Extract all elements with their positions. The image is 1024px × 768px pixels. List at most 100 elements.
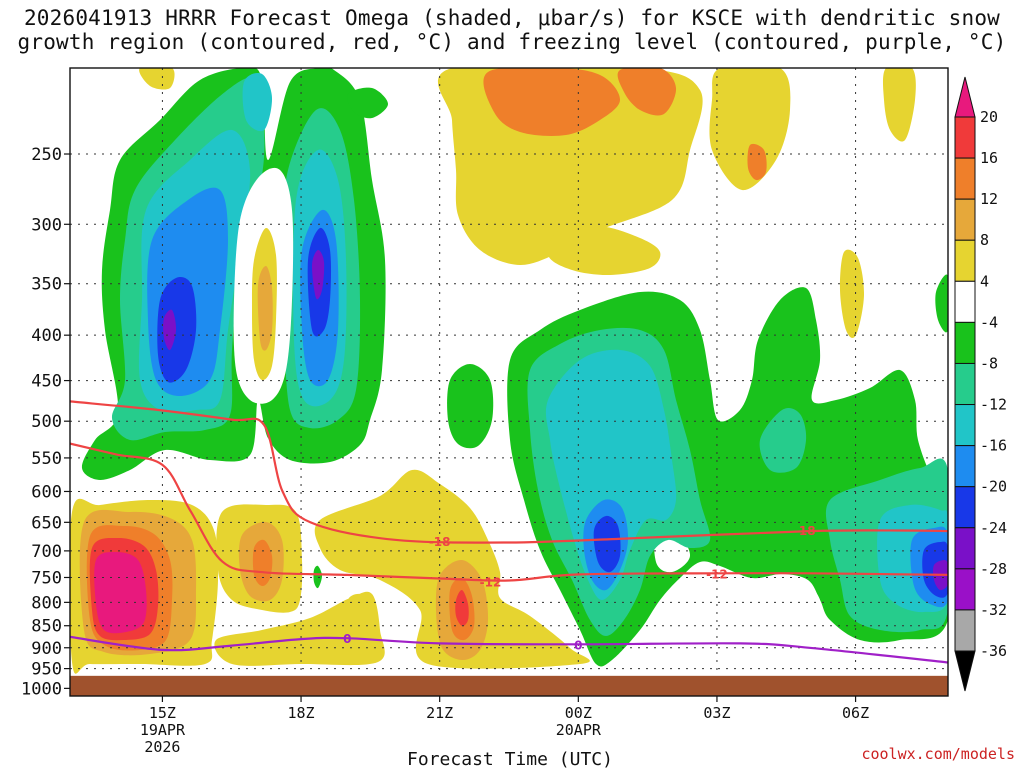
omega-region-pur — [163, 309, 177, 351]
colorbar-tick-label: 8 — [980, 231, 989, 249]
omega-region-org — [252, 539, 273, 587]
y-tick-label: 250 — [31, 145, 62, 165]
contour-label: -12 — [480, 576, 502, 590]
omega-region-blu — [593, 515, 621, 573]
colorbar-tick-label: -4 — [980, 313, 998, 331]
y-tick-label: 300 — [31, 215, 62, 235]
y-tick-label: 950 — [31, 660, 62, 680]
x-tick-year: 2026 — [144, 738, 180, 756]
y-tick-label: 600 — [31, 482, 62, 502]
colorbar-segment — [954, 404, 976, 447]
colorbar-segment — [954, 445, 976, 488]
contour-label: -12 — [706, 567, 728, 581]
colorbar-segment — [954, 280, 976, 323]
colorbar-segment — [954, 321, 976, 364]
x-tick-date: 20APR — [556, 721, 602, 739]
omega-region-pur — [311, 249, 325, 300]
omega-region-yel — [709, 68, 791, 191]
colorbar-segment — [954, 527, 976, 570]
colorbar-bottom-arrow — [954, 650, 976, 692]
colorbar-segment — [954, 198, 976, 241]
colorbar-tick-label: -28 — [980, 560, 1007, 578]
omega-region-yel — [839, 249, 865, 338]
x-tick-date: 19APR — [140, 721, 186, 739]
y-tick-label: 700 — [31, 542, 62, 562]
contour-line-minus12 — [70, 442, 948, 582]
omega-region-white — [762, 576, 821, 619]
omega-region-yel — [882, 68, 916, 142]
y-tick-label: 500 — [31, 412, 62, 432]
colorbar-segment — [954, 239, 976, 282]
omega-region-grn — [313, 565, 322, 589]
colorbar-tick-label: -36 — [980, 642, 1007, 660]
colorbar-tick-label: -12 — [980, 396, 1007, 414]
omega-region-grn — [347, 87, 388, 119]
omega-region-org — [483, 68, 621, 136]
omega-region-grn — [447, 364, 494, 449]
colorbar-tick-label: -20 — [980, 478, 1007, 496]
y-tick-label: 550 — [31, 449, 62, 469]
chart-title: 2026041913 HRRR Forecast Omega (shaded, … — [0, 6, 1024, 54]
omega-region-yel — [347, 593, 373, 623]
y-tick-label: 400 — [31, 326, 62, 346]
y-tick-label: 650 — [31, 513, 62, 533]
contour-line-minus18 — [70, 400, 948, 544]
contour-label: -18 — [429, 535, 451, 549]
omega-region-org — [617, 68, 677, 116]
colorbar-tick-label: 4 — [980, 272, 989, 290]
omega-shading — [70, 68, 948, 674]
credit-text: coolwx.com/models — [861, 745, 1015, 763]
colorbar-tick-label: -8 — [980, 354, 998, 372]
title-line-1: 2026041913 HRRR Forecast Omega (shaded, … — [23, 6, 1001, 30]
omega-region-yel — [139, 68, 175, 90]
y-axis: 2503003504004505005506006507007508008509… — [21, 145, 70, 699]
omega-region-mag — [94, 551, 147, 634]
x-tick-label: 06Z — [842, 704, 869, 722]
colorbar-tick-label: 12 — [980, 190, 998, 208]
ground-fill — [70, 675, 948, 696]
colorbar-tick-label: -16 — [980, 437, 1007, 455]
grid-lines — [70, 68, 948, 696]
colorbar-tick-label: -24 — [980, 519, 1007, 537]
plot-area: -18 -18 -12 -12 0 0 — [70, 68, 948, 696]
omega-region-cyn — [242, 73, 273, 132]
y-tick-label: 800 — [31, 593, 62, 613]
contour-label: 0 — [343, 632, 351, 646]
title-line-2: growth region (contoured, red, °C) and f… — [17, 30, 1007, 54]
colorbar-tick-label: -32 — [980, 601, 1007, 619]
y-tick-label: 750 — [31, 568, 62, 588]
colorbar-segment — [954, 568, 976, 611]
y-tick-label: 1000 — [21, 679, 62, 699]
colorbar-segment — [954, 486, 976, 529]
y-tick-label: 850 — [31, 617, 62, 637]
contour-line-0 — [70, 635, 948, 664]
omega-region-blu — [157, 277, 197, 383]
omega-region-yel — [547, 225, 661, 276]
ground-layer — [70, 675, 948, 696]
omega-region-grn — [935, 274, 948, 333]
colorbar-segment — [954, 116, 976, 159]
y-tick-label: 450 — [31, 372, 62, 392]
colorbar-segment — [954, 609, 976, 652]
contour-layer: -18 -18 -12 -12 0 0 — [70, 400, 948, 664]
x-tick-label: 18Z — [288, 704, 315, 722]
x-tick-label: 03Z — [703, 704, 730, 722]
colorbar-segment — [954, 157, 976, 200]
colorbar-segment — [954, 362, 976, 406]
contour-label: -18 — [794, 524, 816, 538]
x-tick-label: 00Z — [565, 704, 592, 722]
x-tick-label: 15Z — [149, 704, 176, 722]
colorbar: 20 16 12 8 4 -4 -8 -12 -16 -20 -24 -28 -32 -36 — [954, 76, 1007, 692]
y-tick-label: 350 — [31, 275, 62, 295]
y-tick-label: 900 — [31, 639, 62, 659]
omega-region-sgr — [759, 408, 807, 473]
contour-label: 0 — [574, 638, 582, 652]
plot-frame — [69, 67, 949, 697]
omega-region-gold — [257, 265, 273, 351]
colorbar-tick-label: 20 — [980, 108, 998, 126]
x-axis-label: Forecast Time (UTC) — [407, 749, 613, 768]
omega-region-org — [747, 143, 767, 181]
colorbar-tick-label: 16 — [980, 149, 998, 167]
